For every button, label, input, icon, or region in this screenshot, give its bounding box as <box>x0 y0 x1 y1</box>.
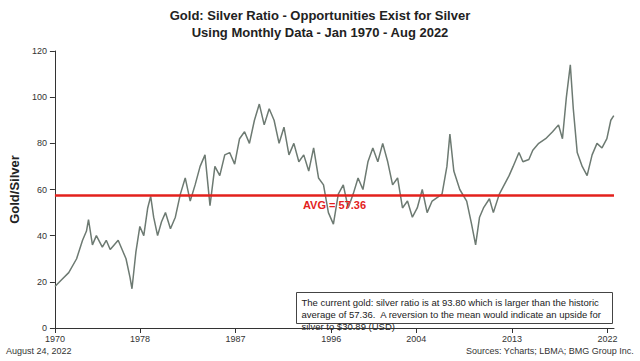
svg-text:AVG = 57.36: AVG = 57.36 <box>303 199 366 211</box>
svg-text:60: 60 <box>37 185 47 195</box>
svg-text:1996: 1996 <box>321 334 341 344</box>
svg-text:0: 0 <box>42 323 47 333</box>
svg-text:1970: 1970 <box>45 334 65 344</box>
svg-text:Gold: Silver Ratio - Opportuni: Gold: Silver Ratio - Opportunities Exist… <box>170 8 471 23</box>
svg-text:Using Monthly Data - Jan 1970: Using Monthly Data - Jan 1970 - Aug 2022 <box>192 25 449 40</box>
svg-text:Gold/Silver: Gold/Silver <box>7 155 22 224</box>
svg-text:1987: 1987 <box>226 334 246 344</box>
svg-text:average of 57.36. A reversion: average of 57.36. A reversion to the mea… <box>302 309 604 320</box>
svg-text:80: 80 <box>37 138 47 148</box>
svg-text:August 24, 2022: August 24, 2022 <box>6 346 72 356</box>
svg-text:silver to $30.89 (USD): silver to $30.89 (USD) <box>302 321 395 332</box>
svg-text:2013: 2013 <box>502 334 522 344</box>
svg-text:120: 120 <box>32 46 47 56</box>
svg-text:2022: 2022 <box>598 334 618 344</box>
svg-text:2004: 2004 <box>406 334 426 344</box>
svg-text:100: 100 <box>32 92 47 102</box>
svg-text:Sources: Ycharts; LBMA; BMG Gr: Sources: Ycharts; LBMA; BMG Group Inc. <box>466 346 634 356</box>
svg-text:40: 40 <box>37 231 47 241</box>
svg-text:20: 20 <box>37 277 47 287</box>
svg-text:The current gold: silver ratio: The current gold: silver ratio is at 93.… <box>302 297 602 308</box>
svg-text:1978: 1978 <box>130 334 150 344</box>
